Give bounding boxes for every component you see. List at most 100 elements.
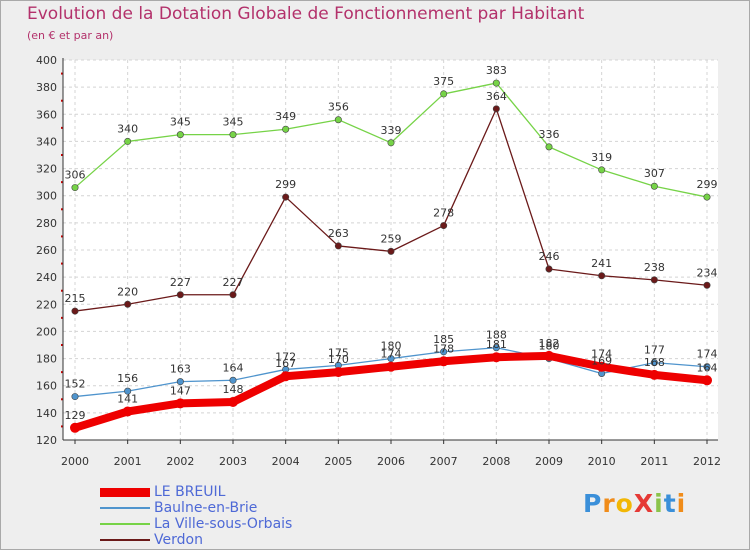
data-point-verdon (176, 291, 184, 299)
data-label-la-ville-sous-orbais: 336 (539, 128, 560, 141)
logo-letter: i (654, 489, 664, 518)
legend-item-la-ville-sous-orbais: La Ville-sous-Orbais (100, 516, 292, 532)
y-minor-tick (61, 72, 63, 75)
y-tick-label: 340 (36, 135, 57, 148)
data-point-verdon (440, 222, 448, 230)
y-tick-label: 180 (36, 353, 57, 366)
data-point-verdon (598, 272, 606, 280)
data-point-verdon (334, 242, 342, 250)
x-tick-label: 2002 (166, 455, 194, 468)
legend-label-verdon: Verdon (154, 532, 203, 548)
y-tick-label: 300 (36, 190, 57, 203)
data-point-baulne-en-brie (71, 393, 79, 401)
data-label-le-breuil: 147 (170, 384, 191, 397)
x-tick-label: 2003 (219, 455, 247, 468)
data-label-la-ville-sous-orbais: 339 (381, 124, 402, 137)
y-minor-tick (61, 154, 63, 156)
data-label-le-breuil: 164 (697, 361, 718, 374)
data-label-la-ville-sous-orbais: 349 (275, 110, 296, 123)
logo-letter: t (663, 489, 677, 518)
data-label-verdon: 238 (644, 261, 665, 274)
y-minor-tick (61, 99, 63, 102)
data-label-le-breuil: 178 (433, 342, 454, 355)
data-label-verdon: 278 (433, 207, 454, 220)
data-label-baulne-en-brie: 188 (486, 329, 507, 342)
y-tick-label: 120 (36, 434, 57, 447)
data-point-le-breuil (70, 422, 80, 433)
data-label-le-breuil: 170 (328, 353, 349, 366)
data-label-le-breuil: 182 (539, 337, 560, 350)
data-label-le-breuil: 174 (381, 348, 402, 361)
x-tick-label: 2006 (377, 455, 405, 468)
y-tick-label: 220 (36, 298, 57, 311)
legend-item-baulne-en-brie: Baulne-en-Brie (100, 500, 257, 516)
data-point-la-ville-sous-orbais (440, 90, 448, 98)
data-label-le-breuil: 148 (223, 383, 244, 396)
data-point-baulne-en-brie (703, 363, 711, 371)
data-point-le-breuil (175, 398, 186, 409)
y-minor-tick (61, 371, 63, 374)
data-point-la-ville-sous-orbais (71, 184, 79, 192)
y-tick-label: 260 (36, 244, 57, 257)
data-label-la-ville-sous-orbais: 345 (170, 116, 191, 129)
x-tick-label: 2011 (640, 455, 668, 468)
data-point-le-breuil (702, 375, 712, 386)
y-tick-label: 320 (36, 163, 57, 176)
legend-swatch-le-breuil (100, 487, 150, 497)
chart-title: Evolution de la Dotation Globale de Fonc… (27, 4, 585, 24)
y-minor-tick (61, 398, 63, 401)
y-minor-tick (61, 316, 63, 319)
logo-letter: X (633, 489, 655, 518)
data-label-verdon: 234 (697, 266, 718, 279)
data-point-baulne-en-brie (492, 344, 500, 352)
y-minor-tick (61, 344, 63, 346)
y-minor-tick (61, 262, 63, 265)
data-point-la-ville-sous-orbais (545, 143, 553, 151)
data-point-le-breuil (386, 361, 396, 372)
data-point-la-ville-sous-orbais (650, 182, 658, 190)
data-point-la-ville-sous-orbais (387, 139, 395, 147)
data-label-baulne-en-brie: 180 (539, 340, 560, 353)
data-label-verdon: 263 (328, 227, 349, 240)
data-point-le-breuil (333, 367, 344, 378)
data-point-baulne-en-brie (440, 348, 448, 356)
y-tick-label: 240 (36, 271, 57, 284)
data-point-verdon (387, 247, 395, 255)
data-label-verdon: 220 (117, 285, 138, 298)
data-point-la-ville-sous-orbais (492, 79, 500, 87)
chart-subtitle: (en € et par an) (27, 29, 114, 42)
data-point-le-breuil (544, 350, 554, 361)
data-point-la-ville-sous-orbais (124, 137, 132, 145)
x-tick-label: 2009 (535, 455, 563, 468)
logo-letter: o (615, 489, 634, 518)
data-point-la-ville-sous-orbais (229, 131, 237, 139)
y-minor-tick (61, 126, 63, 129)
data-label-la-ville-sous-orbais: 319 (591, 151, 612, 164)
data-point-la-ville-sous-orbais (334, 116, 342, 124)
data-label-le-breuil: 129 (65, 409, 86, 422)
x-tick-label: 2007 (430, 455, 458, 468)
data-label-verdon: 246 (539, 250, 560, 263)
data-label-verdon: 364 (486, 90, 507, 103)
data-point-la-ville-sous-orbais (282, 125, 290, 133)
data-label-baulne-en-brie: 185 (433, 333, 454, 346)
legend-item-verdon: Verdon (100, 532, 203, 548)
legend-label-la-ville-sous-orbais: La Ville-sous-Orbais (154, 516, 293, 532)
legend-swatch-verdon (100, 539, 150, 541)
legend-label-baulne-en-brie: Baulne-en-Brie (154, 500, 258, 516)
data-point-verdon (71, 307, 79, 315)
data-label-verdon: 259 (381, 232, 402, 245)
legend-item-le-breuil: LE BREUIL (100, 484, 225, 500)
y-minor-tick (61, 425, 63, 428)
data-point-la-ville-sous-orbais (176, 131, 184, 139)
data-point-la-ville-sous-orbais (703, 193, 711, 201)
y-minor-tick (61, 208, 63, 211)
data-point-le-breuil (122, 406, 133, 417)
data-point-verdon (545, 265, 553, 273)
data-point-verdon (650, 276, 658, 284)
data-point-verdon (703, 281, 711, 289)
data-point-verdon (124, 300, 132, 308)
data-point-le-breuil (280, 371, 291, 382)
data-label-baulne-en-brie: 175 (328, 346, 349, 359)
x-tick-label: 2008 (482, 455, 510, 468)
